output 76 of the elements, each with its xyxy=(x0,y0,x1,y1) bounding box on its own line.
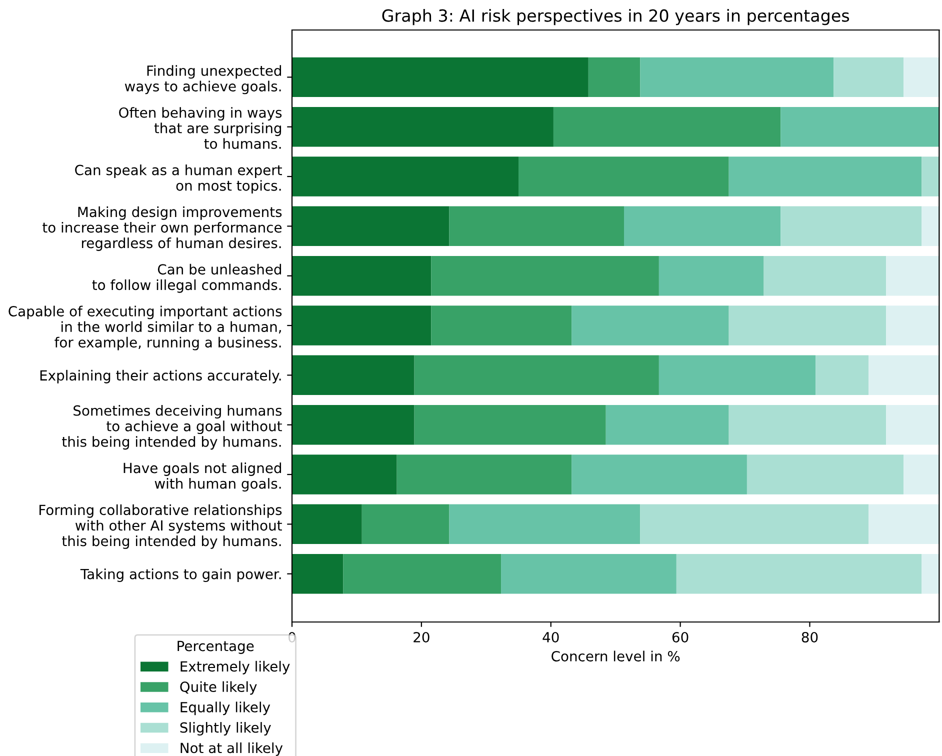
bar xyxy=(431,256,659,296)
bar xyxy=(292,504,362,544)
bar xyxy=(431,306,572,346)
bar xyxy=(572,454,747,494)
x-tick-label: 0 xyxy=(288,632,296,642)
bar xyxy=(658,256,764,296)
bar xyxy=(292,206,450,246)
bar xyxy=(728,156,922,196)
bar xyxy=(414,404,606,445)
bar xyxy=(624,206,781,246)
bar xyxy=(414,355,659,396)
bar xyxy=(922,156,940,196)
bar xyxy=(886,404,940,445)
bar xyxy=(922,554,940,594)
bar xyxy=(449,206,624,246)
bar xyxy=(886,306,940,346)
bar xyxy=(816,355,869,396)
y-tick-label: Capable of executing important actions in the world similar to a human, for example, running a business. xyxy=(8,306,282,350)
bar xyxy=(746,454,904,494)
y-tick-label: Have goals not aligned with human goals. xyxy=(124,462,282,492)
bar xyxy=(292,156,519,196)
bar xyxy=(396,454,572,494)
bar xyxy=(868,504,940,544)
bar xyxy=(343,554,502,594)
legend-title: Percentage xyxy=(178,640,254,654)
bar xyxy=(922,206,940,246)
legend-label: Quite likely xyxy=(180,681,257,695)
x-tick-label: 80 xyxy=(802,632,818,642)
bar xyxy=(728,404,886,445)
bar xyxy=(676,554,922,594)
bar xyxy=(728,306,886,346)
bar xyxy=(588,57,640,98)
bar xyxy=(292,256,432,296)
y-tick-label: Making design improvements to increase their own performance regardless of human desires. xyxy=(42,206,282,251)
bar xyxy=(501,554,676,594)
y-tick-label: Explaining their actions accurately. xyxy=(40,370,281,384)
y-tick-label: Often behaving in ways that are surprising to humans. xyxy=(119,107,282,149)
bar xyxy=(292,404,414,445)
chart-title: Graph 3: AI risk perspectives in 20 years in percentages xyxy=(382,9,850,26)
bar xyxy=(640,57,834,98)
bar xyxy=(780,106,940,147)
bar xyxy=(292,306,432,346)
legend-label: Not at all likely xyxy=(180,742,283,756)
bar xyxy=(764,256,886,296)
legend-label: Slightly likely xyxy=(180,722,271,736)
bar xyxy=(606,404,729,445)
bar xyxy=(292,454,397,494)
y-tick-label: Sometimes deceiving humans to achieve a goal without this being intended by humans. xyxy=(62,405,282,450)
bar xyxy=(658,355,816,396)
x-tick-label: 20 xyxy=(414,632,430,642)
bar xyxy=(640,504,869,544)
bar xyxy=(518,156,729,196)
bar xyxy=(834,57,904,98)
bar xyxy=(886,256,940,296)
bar xyxy=(292,106,554,147)
x-tick-label: 40 xyxy=(542,632,559,642)
bar xyxy=(449,504,640,544)
bar xyxy=(780,206,922,246)
legend-label: Extremely likely xyxy=(180,660,290,674)
y-tick-label: Taking actions to gain power. xyxy=(80,568,281,582)
y-tick-label: Can be unleashed to follow illegal commands. xyxy=(92,264,282,293)
y-tick-label: Forming collaborative relationships with other AI systems without this being intended by humans. xyxy=(40,504,282,549)
bar xyxy=(553,106,781,147)
bar xyxy=(868,355,940,396)
y-tick-label: Finding unexpected ways to achieve goals. xyxy=(124,65,282,94)
bar xyxy=(292,57,588,98)
bar xyxy=(292,355,414,396)
bar xyxy=(362,504,450,544)
bar xyxy=(292,554,344,594)
bar xyxy=(572,306,729,346)
x-axis-title: Concern level in % xyxy=(552,650,680,662)
bar xyxy=(904,57,940,98)
x-tick-label: 60 xyxy=(672,632,688,642)
y-tick-label: Can speak as a human expert on most topics. xyxy=(75,164,282,194)
bar xyxy=(904,454,940,494)
legend-label: Equally likely xyxy=(180,702,270,716)
